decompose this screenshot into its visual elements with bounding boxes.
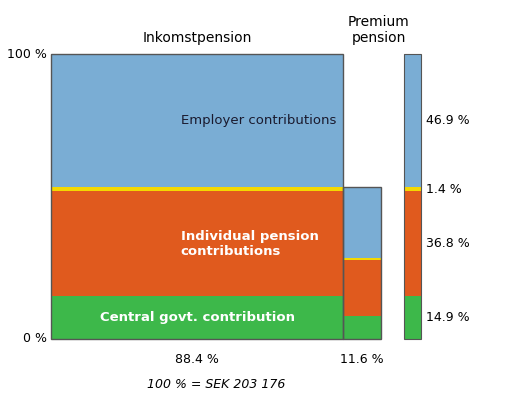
Bar xyxy=(405,54,421,339)
Text: 14.9 %: 14.9 % xyxy=(426,311,470,324)
Bar xyxy=(52,296,343,339)
Text: 46.9 %: 46.9 % xyxy=(426,114,470,127)
Bar xyxy=(343,261,381,316)
Bar xyxy=(52,187,343,191)
Bar xyxy=(405,296,421,339)
Bar xyxy=(405,54,421,187)
Bar xyxy=(52,54,343,339)
Text: 0 %: 0 % xyxy=(23,332,46,345)
Text: Individual pension
contributions: Individual pension contributions xyxy=(181,230,319,258)
Text: 11.6 %: 11.6 % xyxy=(341,353,384,366)
Text: Employer contributions: Employer contributions xyxy=(181,114,336,127)
Text: 100 % = SEK 203 176: 100 % = SEK 203 176 xyxy=(147,379,285,391)
Bar xyxy=(343,259,381,261)
Text: Inkomstpension: Inkomstpension xyxy=(142,32,252,46)
Text: 36.8 %: 36.8 % xyxy=(426,237,470,250)
Text: Central govt. contribution: Central govt. contribution xyxy=(100,311,295,324)
Text: 1.4 %: 1.4 % xyxy=(426,183,462,196)
Bar xyxy=(343,187,381,259)
Bar xyxy=(343,316,381,339)
Bar xyxy=(405,187,421,191)
Bar xyxy=(343,187,381,339)
Text: 100 %: 100 % xyxy=(7,48,46,61)
Text: Premium
pension: Premium pension xyxy=(348,15,410,46)
Bar xyxy=(52,191,343,296)
Text: 88.4 %: 88.4 % xyxy=(175,353,219,366)
Bar xyxy=(52,54,343,187)
Bar xyxy=(405,191,421,296)
